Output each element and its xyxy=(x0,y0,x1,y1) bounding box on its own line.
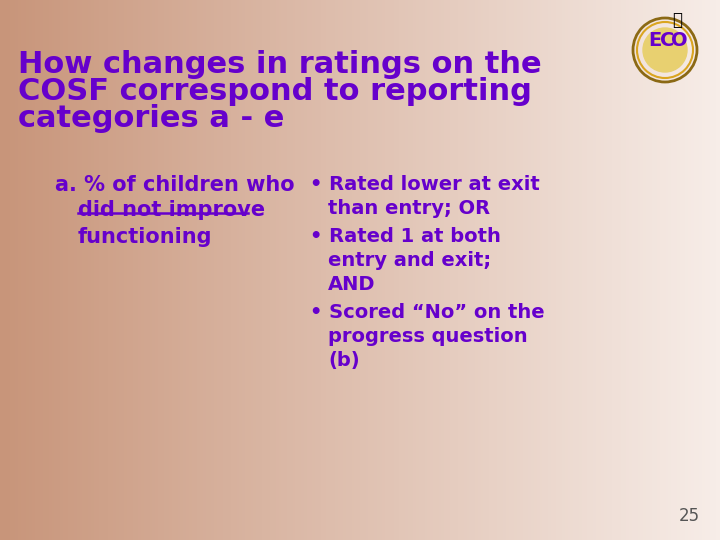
Text: functioning: functioning xyxy=(78,227,212,247)
Text: a. % of children who: a. % of children who xyxy=(55,175,294,195)
Text: C: C xyxy=(660,30,674,50)
Circle shape xyxy=(643,28,687,72)
Text: than entry; OR: than entry; OR xyxy=(328,199,490,218)
Text: COSF correspond to reporting: COSF correspond to reporting xyxy=(18,77,532,106)
Text: E: E xyxy=(649,30,662,50)
Text: • Rated lower at exit: • Rated lower at exit xyxy=(310,175,540,194)
Text: How changes in ratings on the: How changes in ratings on the xyxy=(18,50,541,79)
Text: (b): (b) xyxy=(328,351,359,370)
Text: did not improve: did not improve xyxy=(78,200,265,220)
Text: categories a - e: categories a - e xyxy=(18,104,284,133)
Text: progress question: progress question xyxy=(328,327,528,346)
Text: 25: 25 xyxy=(679,507,700,525)
Text: AND: AND xyxy=(328,275,376,294)
Text: • Scored “No” on the: • Scored “No” on the xyxy=(310,303,544,322)
Text: • Rated 1 at both: • Rated 1 at both xyxy=(310,227,501,246)
Text: O: O xyxy=(671,30,688,50)
Text: entry and exit;: entry and exit; xyxy=(328,251,491,270)
Text: 🐦: 🐦 xyxy=(672,11,682,29)
